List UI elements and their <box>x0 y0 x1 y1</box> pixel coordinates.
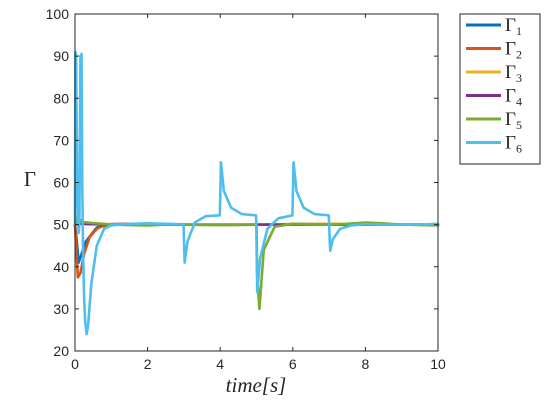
legend-label: Γ4 <box>505 86 522 109</box>
y-tick-label: 30 <box>53 301 69 317</box>
y-tick-label: 100 <box>46 6 70 22</box>
y-tick-label: 60 <box>53 175 69 191</box>
y-tick-label: 70 <box>53 132 69 148</box>
x-tick-label: 8 <box>362 356 370 372</box>
series-line-6 <box>73 50 440 336</box>
y-tick-label: 20 <box>53 343 69 359</box>
legend-entry-6: Γ6 <box>466 133 522 156</box>
x-tick-label: 2 <box>144 356 152 372</box>
legend-entry-3: Γ3 <box>466 62 522 85</box>
legend-entry-4: Γ4 <box>466 86 522 109</box>
x-tick-label: 6 <box>289 356 297 372</box>
legend-label: Γ1 <box>505 15 522 38</box>
y-tick-label: 80 <box>53 90 69 106</box>
legend-label: Γ5 <box>505 109 522 132</box>
y-tick-label: 90 <box>53 48 69 64</box>
legend-entry-5: Γ5 <box>466 109 522 132</box>
axes <box>74 13 439 352</box>
legend-label: Γ6 <box>505 133 522 156</box>
legend-box <box>459 13 541 165</box>
y-tick-label: 40 <box>53 259 69 275</box>
x-axis-label: time[s] <box>226 373 287 397</box>
tick-labels: 0 2 4 6 8 10 20 30 40 50 60 70 80 90 100 <box>46 6 446 372</box>
plot-area <box>75 14 438 351</box>
x-tick-label: 4 <box>216 356 224 372</box>
series-layer <box>73 50 440 336</box>
y-tick-label: 50 <box>53 217 69 233</box>
legend-entry-1: Γ1 <box>466 15 522 38</box>
y-axis-label: Γ <box>24 167 36 191</box>
x-tick-label: 0 <box>71 356 79 372</box>
legend-label: Γ2 <box>505 39 522 62</box>
legend-entry-2: Γ2 <box>466 39 522 62</box>
legend-label: Γ3 <box>505 62 522 85</box>
x-tick-label: 10 <box>430 356 446 372</box>
